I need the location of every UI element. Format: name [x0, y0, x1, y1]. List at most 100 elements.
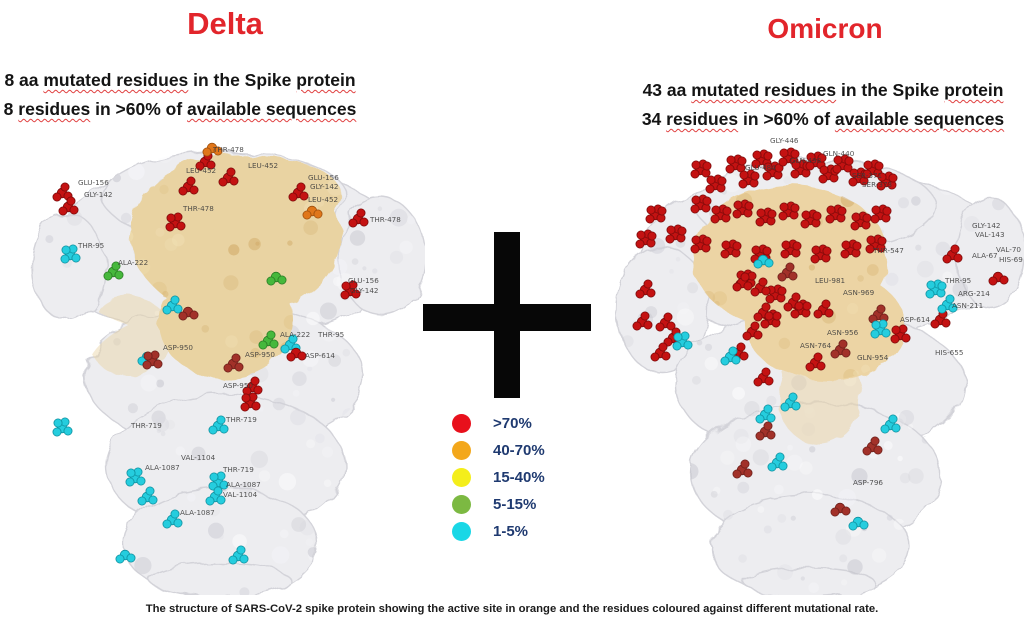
legend-item: 15-40% — [452, 464, 592, 491]
residue-label: GLN-440 — [823, 149, 855, 158]
subtitle-text-segment: 34 — [641, 109, 667, 129]
residue-marker-cyan — [672, 331, 693, 351]
residue-marker-red — [690, 159, 712, 179]
residue-label: ALA-1087 — [226, 480, 261, 489]
subtitle-text-segment: available sequences — [834, 109, 1005, 129]
residue-label: LEU-452 — [186, 166, 216, 175]
residue-marker-red — [825, 204, 847, 224]
subtitle-text-segment: residues — [18, 99, 91, 119]
residue-marker-red — [840, 239, 862, 259]
residue-marker-red — [765, 284, 787, 304]
residue-label: GLY-142 — [84, 190, 112, 199]
residue-label: GLY-142 — [310, 182, 338, 191]
subtitle-text-segment: in the Spike — [188, 70, 297, 90]
omicron-subtitle: 43 aa mutated residues in the Spike prot… — [618, 76, 1024, 134]
subtitle-text-segment: residues — [666, 109, 739, 129]
residue-marker-cyan — [780, 392, 801, 412]
legend-color-dot-icon — [452, 414, 471, 433]
residue-marker-red — [753, 302, 774, 322]
subtitle-text-segment: protein — [944, 80, 1004, 100]
residue-marker-red — [655, 312, 676, 332]
residue-label: GLY-142 — [350, 286, 378, 295]
residue-marker-red — [988, 271, 1009, 286]
subtitle-text-segment: in the Spike — [836, 80, 945, 100]
residue-marker-red — [862, 159, 884, 179]
residue-marker-red — [732, 199, 754, 219]
delta-structure-figure: THR-478LEU-452LEU-452GLU-156GLY-142THR-4… — [31, 142, 425, 595]
residue-marker-cyan — [52, 417, 73, 437]
residue-label: ASP-950 — [245, 350, 275, 359]
subtitle-text-segment: 8 aa — [4, 70, 44, 90]
residue-marker-red — [890, 324, 911, 344]
residue-marker-red — [850, 211, 872, 231]
residue-marker-cyan — [753, 254, 774, 269]
residue-marker-red — [780, 239, 802, 259]
residue-marker-red — [805, 352, 826, 372]
residue-label: THR-719 — [130, 421, 162, 430]
legend-color-dot-icon — [452, 522, 471, 541]
residue-marker-darkred — [142, 350, 163, 370]
residue-marker-darkred — [868, 304, 889, 324]
residue-label: GLU-156 — [308, 173, 339, 182]
residue-marker-red — [790, 159, 812, 179]
residue-label: GLY-142 — [972, 221, 1000, 230]
omicron-residue-markers — [632, 147, 1009, 531]
residue-label: ALA-67 — [972, 251, 998, 260]
subtitle-text-segment: available sequences — [187, 99, 357, 119]
residue-marker-cyan — [115, 549, 136, 564]
legend-color-dot-icon — [452, 495, 471, 514]
residue-label: GLU-156 — [348, 276, 379, 285]
residue-marker-red — [832, 154, 854, 174]
residue-label: ASN-764 — [800, 341, 832, 350]
residue-marker-cyan — [208, 415, 229, 435]
residue-label: LEU-452 — [308, 195, 338, 204]
residue-marker-cyan — [205, 486, 226, 506]
residue-marker-darkred — [777, 262, 798, 282]
residue-label: THR-547 — [872, 246, 904, 255]
residue-label: THR-95 — [944, 276, 971, 285]
residue-label: ASP-614 — [305, 351, 335, 360]
residue-marker-cyan — [755, 404, 776, 424]
residue-marker-red — [942, 244, 963, 264]
residue-label: HIS-655 — [935, 348, 963, 357]
residue-marker-green — [103, 261, 124, 281]
legend-label: 15-40% — [493, 469, 545, 486]
residue-label: ASP-796 — [853, 478, 883, 487]
legend-label: 40-70% — [493, 442, 545, 459]
residue-marker-cyan — [767, 452, 788, 472]
legend-label: 1-5% — [493, 523, 529, 540]
subtitle-text-segment: in >60% of — [90, 99, 188, 119]
residue-marker-red — [710, 204, 732, 224]
residue-marker-cyan — [208, 471, 229, 491]
residue-label: GLN-498 — [790, 156, 822, 165]
legend-item: 1-5% — [452, 518, 592, 545]
residue-marker-red — [58, 196, 79, 216]
delta-subtitle-line2: 8 residues in >60% of available sequence… — [0, 95, 376, 124]
omicron-title: Omicron — [767, 13, 883, 44]
residue-marker-cyan — [720, 346, 741, 366]
residue-marker-red — [242, 376, 263, 396]
residue-marker-darkred — [830, 339, 851, 359]
residue-marker-red — [690, 194, 712, 214]
residue-marker-darkred — [862, 436, 883, 456]
residue-label: GLN-954 — [857, 353, 889, 362]
residue-marker-red — [870, 204, 892, 224]
residue-label: VAL-1104 — [181, 453, 216, 462]
residue-marker-red — [178, 176, 199, 196]
omicron-subtitle-line1: 43 aa mutated residues in the Spike prot… — [618, 76, 1024, 105]
legend-item: 40-70% — [452, 437, 592, 464]
residue-label: ASP-950 — [163, 343, 193, 352]
residue-label: LEU-981 — [815, 276, 845, 285]
omicron-subtitle-line2: 34 residues in >60% of available sequenc… — [618, 105, 1024, 134]
residue-marker-red — [288, 182, 309, 202]
residue-label: SER-373 — [862, 180, 892, 189]
mutational-rate-legend: >70% 40-70% 15-40% 5-15% 1-5% — [452, 410, 592, 545]
residue-marker-red — [755, 207, 777, 227]
residue-marker-red — [240, 392, 261, 412]
subtitle-text-segment: mutated residues — [691, 80, 837, 100]
delta-residue-markers — [52, 142, 369, 565]
residue-marker-darkred — [755, 421, 776, 441]
residue-label: VAL-1104 — [223, 490, 258, 499]
residue-marker-red — [705, 174, 727, 194]
residue-label: ALA-1087 — [145, 463, 180, 472]
